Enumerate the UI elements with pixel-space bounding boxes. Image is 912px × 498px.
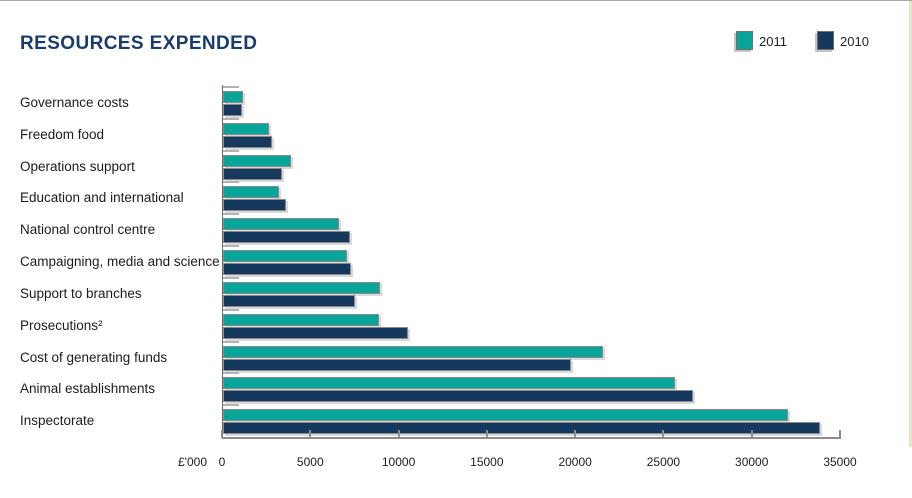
category-label-support-to-branches: Support to branches: [20, 285, 142, 301]
category-tick-governance-costs: [223, 86, 239, 88]
bar-2010-governance-costs: [223, 104, 242, 116]
x-tick-30000: [750, 430, 753, 438]
bar-2010-inspectorate: [223, 422, 820, 435]
x-axis-unit-label: £'000: [178, 455, 207, 469]
x-tick-0: [221, 430, 223, 438]
bar-2010-support-to-branches: [223, 294, 355, 307]
bar-2011-prosecutions: [223, 313, 379, 326]
bar-2010-cost-of-generating-funds: [223, 358, 571, 371]
bar-2011-cost-of-generating-funds: [223, 345, 603, 358]
category-tick-national-control-centre: [223, 213, 239, 216]
category-label-national-control-centre: National control centre: [20, 222, 156, 238]
category-label-governance-costs: Governance costs: [20, 95, 129, 110]
category-tick-cost-of-generating-funds: [223, 340, 239, 343]
x-axis-line: [222, 437, 841, 439]
x-tick-15000: [485, 430, 488, 438]
category-label-operations-support: Operations support: [20, 158, 135, 174]
y-axis-line: [222, 85, 223, 439]
category-tick-inspectorate: [223, 404, 239, 407]
x-tick-label-20000: 20000: [558, 455, 592, 469]
legend-label-2010: 2010: [840, 34, 869, 49]
x-tick-label-15000: 15000: [470, 455, 504, 469]
category-label-freedom-food: Freedom food: [20, 126, 105, 142]
category-label-cost-of-generating-funds: Cost of generating funds: [20, 349, 168, 365]
bar-2011-animal-establishments: [223, 377, 675, 390]
x-tick-label-0: 0: [218, 455, 226, 469]
category-tick-support-to-branches: [223, 276, 239, 279]
x-tick-label-10000: 10000: [381, 455, 416, 469]
bar-2011-operations-support: [223, 154, 291, 167]
category-tick-operations-support: [223, 149, 239, 152]
bar-2011-freedom-food: [223, 122, 269, 135]
bar-2010-prosecutions: [223, 326, 408, 339]
category-tick-prosecutions: [223, 308, 239, 311]
bar-2010-freedom-food: [223, 135, 272, 148]
bar-2011-campaigning-media-and-science: [223, 250, 347, 263]
x-tick-label-5000: 5000: [296, 455, 324, 469]
bar-2011-national-control-centre: [223, 218, 339, 231]
category-tick-education-and-international: [223, 181, 239, 184]
category-label-campaigning-media-and-science: Campaigning, media and science: [20, 254, 220, 270]
x-tick-label-30000: 30000: [735, 455, 769, 469]
category-label-education-and-international: Education and international: [20, 190, 184, 206]
bar-2010-animal-establishments: [223, 390, 693, 403]
x-tick-20000: [574, 430, 577, 438]
bar-2010-operations-support: [223, 167, 282, 180]
x-tick-10000: [397, 430, 400, 438]
bar-2010-campaigning-media-and-science: [223, 263, 351, 276]
bar-2011-education-and-international: [223, 186, 279, 199]
legend-swatch-2011: [736, 31, 753, 50]
x-tick-5000: [309, 430, 312, 438]
x-tick-25000: [662, 430, 665, 438]
bar-2010-national-control-centre: [223, 231, 350, 244]
bar-2011-inspectorate: [223, 409, 788, 422]
category-label-animal-establishments: Animal establishments: [20, 381, 156, 397]
x-tick-label-35000: 35000: [823, 455, 857, 469]
x-tick-label-25000: 25000: [646, 455, 681, 469]
category-tick-animal-establishments: [223, 372, 239, 375]
page-edge-line: [909, 1, 912, 447]
bar-2011-governance-costs: [223, 91, 243, 103]
category-tick-campaigning-media-and-science: [223, 245, 239, 248]
category-label-prosecutions: Prosecutions²: [20, 317, 103, 333]
legend-swatch-2010: [817, 31, 834, 50]
legend-label-2011: 2011: [759, 34, 787, 49]
page-title: RESOURCES EXPENDED: [20, 33, 258, 54]
category-tick-freedom-food: [223, 117, 239, 120]
x-tick-35000: [839, 430, 841, 438]
bar-2011-support-to-branches: [223, 281, 380, 294]
bar-2010-education-and-international: [223, 199, 286, 212]
category-label-inspectorate: Inspectorate: [20, 413, 95, 429]
